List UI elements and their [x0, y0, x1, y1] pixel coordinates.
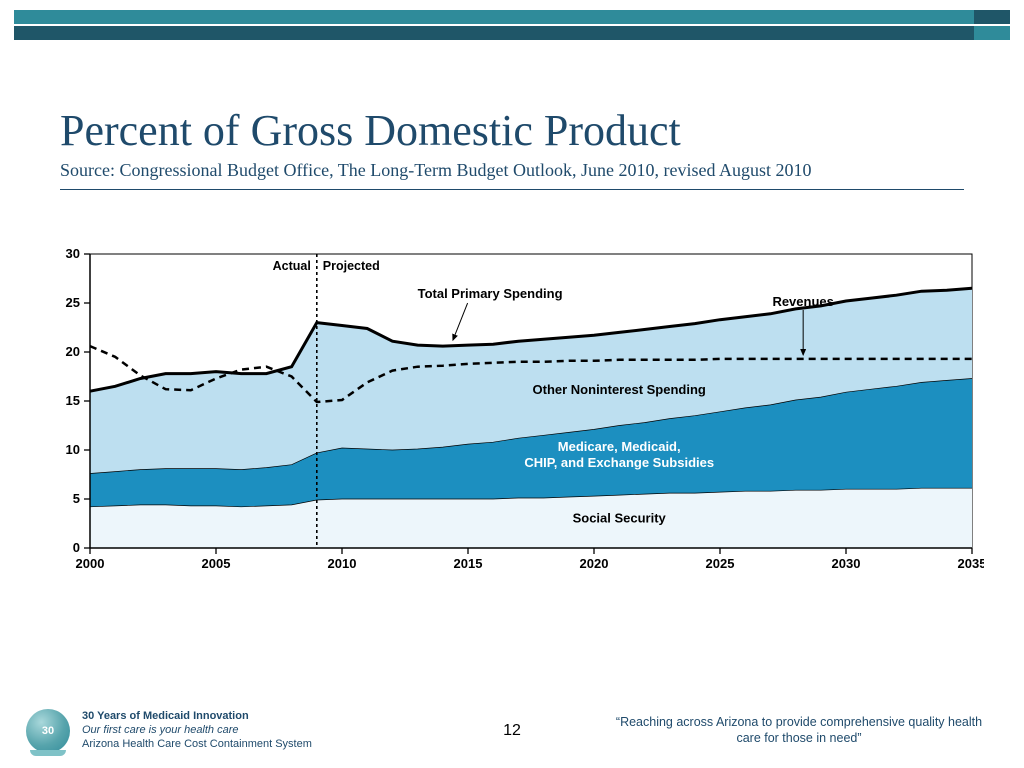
svg-text:CHIP, and Exchange Subsidies: CHIP, and Exchange Subsidies — [524, 455, 714, 470]
svg-text:2015: 2015 — [454, 556, 483, 571]
badge-text: 30 — [42, 725, 54, 737]
header-accent-1 — [974, 10, 1010, 24]
svg-text:Projected: Projected — [323, 259, 380, 273]
svg-text:Other Noninterest Spending: Other Noninterest Spending — [533, 382, 706, 397]
svg-text:2000: 2000 — [76, 556, 105, 571]
svg-text:30: 30 — [66, 246, 80, 261]
svg-text:2010: 2010 — [328, 556, 357, 571]
footer-left: 30 Years of Medicaid Innovation Our firs… — [82, 710, 312, 751]
footer-org-line3: Arizona Health Care Cost Containment Sys… — [82, 738, 312, 752]
footer-quote: “Reaching across Arizona to provide comp… — [614, 715, 984, 746]
header-bars — [14, 10, 1010, 42]
svg-text:2030: 2030 — [832, 556, 861, 571]
footer-org-bold: 30 Years of Medicaid Innovation — [82, 710, 312, 724]
svg-text:Social Security: Social Security — [573, 511, 667, 526]
footer-org-ital: Our first care is your health care — [82, 724, 312, 738]
svg-text:25: 25 — [66, 295, 80, 310]
svg-text:20: 20 — [66, 344, 80, 359]
svg-text:15: 15 — [66, 393, 80, 408]
svg-text:0: 0 — [73, 540, 80, 555]
svg-text:Revenues: Revenues — [772, 294, 833, 309]
title-rule — [60, 189, 964, 190]
gdp-chart: 0510152025302000200520102015202020252030… — [40, 240, 984, 580]
svg-text:2005: 2005 — [202, 556, 231, 571]
svg-text:2020: 2020 — [580, 556, 609, 571]
chart-svg: 0510152025302000200520102015202020252030… — [40, 240, 984, 580]
page-number: 12 — [503, 722, 521, 740]
footer: 30 30 Years of Medicaid Innovation Our f… — [0, 706, 1024, 756]
title-block: Percent of Gross Domestic Product Source… — [60, 108, 964, 190]
svg-text:10: 10 — [66, 442, 80, 457]
anniversary-badge: 30 — [26, 709, 70, 753]
svg-text:2035: 2035 — [958, 556, 984, 571]
svg-text:Total Primary Spending: Total Primary Spending — [418, 286, 563, 301]
svg-text:2025: 2025 — [706, 556, 735, 571]
header-bar-lower — [14, 26, 1010, 40]
page-subtitle: Source: Congressional Budget Office, The… — [60, 160, 964, 181]
header-accent-2 — [974, 26, 1010, 40]
page-title: Percent of Gross Domestic Product — [60, 108, 964, 154]
header-bar-upper — [14, 10, 1010, 24]
svg-text:Medicare, Medicaid,: Medicare, Medicaid, — [558, 439, 681, 454]
svg-text:5: 5 — [73, 491, 80, 506]
svg-text:Actual: Actual — [273, 259, 311, 273]
